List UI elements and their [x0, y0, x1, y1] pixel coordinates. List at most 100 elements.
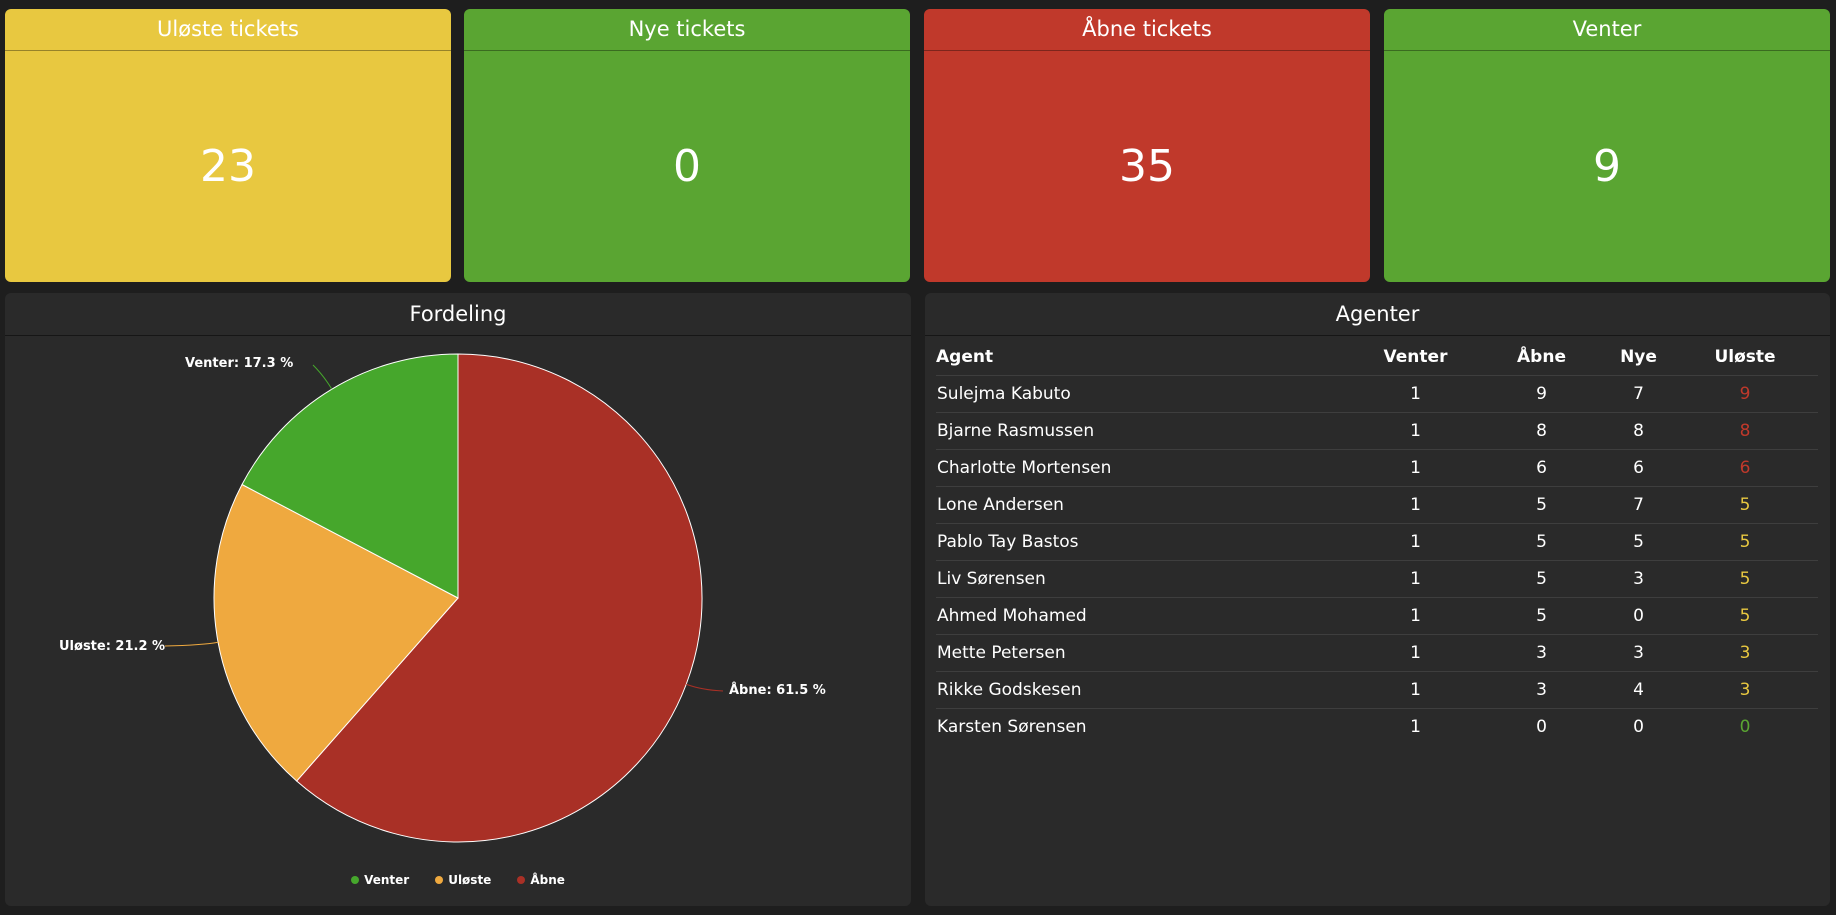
aabne-cell: 5 [1478, 597, 1605, 635]
table-row: Liv Sørensen 1 5 3 5 [936, 560, 1818, 598]
slice-label-aabne: Åbne: 61.5 % [729, 682, 826, 698]
slice-connector-uloeste [164, 641, 219, 647]
uloeste-cell: 3 [1672, 671, 1818, 709]
uloeste-cell: 0 [1739, 717, 1751, 737]
nye-cell: 7 [1605, 375, 1672, 413]
aabne-cell: 5 [1478, 523, 1605, 561]
aabne-cell: 3 [1478, 671, 1605, 709]
agent-name-cell: Ahmed Mohamed [936, 597, 1353, 635]
venter-cell: 1 [1353, 449, 1478, 487]
agent-name-cell: Charlotte Mortensen [936, 449, 1353, 487]
table-header-row: Agent Venter Åbne Nye Uløste [936, 339, 1818, 376]
pie-slice-uloeste[interactable] [213, 483, 459, 782]
unresolved-tickets-tile: Uløste tickets 23 [5, 9, 451, 282]
nye-cell: 3 [1605, 560, 1672, 598]
legend-item-aabne[interactable]: Åbne [517, 873, 565, 887]
uloeste-cell: 5 [1672, 560, 1818, 598]
distribution-pie-chart: Venter: 17.3 % Uløste: 21.2 % Åbne: 61.5… [59, 353, 826, 843]
legend-label: Uløste [448, 873, 492, 887]
agent-name-cell: Sulejma Kabuto [936, 375, 1353, 413]
table-row: Sulejma Kabuto 1 9 7 9 [936, 375, 1818, 413]
agent-name-cell: Karsten Sørensen [937, 717, 1087, 737]
table-row: Karsten Sørensen 1 0 0 0 [936, 709, 1818, 746]
venter-cell: 1 [1410, 717, 1421, 737]
legend-item-uloeste[interactable]: Uløste [435, 873, 491, 887]
tile-title: Venter [1384, 9, 1830, 51]
aabne-cell: 5 [1478, 560, 1605, 598]
legend-label: Venter [364, 873, 410, 887]
legend-item-venter[interactable]: Venter [351, 873, 409, 887]
venter-cell: 1 [1353, 486, 1478, 524]
agents-panel: Agenter Agent Venter Åbne Nye Uløste Sul… [925, 293, 1830, 906]
agent-name-cell: Lone Andersen [936, 486, 1353, 524]
legend-dot [517, 876, 526, 884]
agent-name-cell: Pablo Tay Bastos [936, 523, 1353, 561]
aabne-cell: 3 [1478, 634, 1605, 672]
agent-name-cell: Bjarne Rasmussen [936, 412, 1353, 450]
waiting-tickets-tile: Venter 9 [1384, 9, 1830, 282]
panel-title: Agenter [925, 293, 1830, 336]
tile-value: 0 [673, 141, 701, 192]
column-header-venter: Venter [1353, 339, 1478, 376]
nye-cell: 5 [1605, 523, 1672, 561]
agent-name-cell: Liv Sørensen [936, 560, 1353, 598]
chart-legend: Venter Uløste Åbne [5, 873, 911, 887]
aabne-cell: 5 [1478, 486, 1605, 524]
slice-connector-venter [312, 364, 333, 390]
uloeste-cell: 5 [1672, 523, 1818, 561]
legend-dot [351, 876, 360, 884]
table-row: Bjarne Rasmussen 1 8 8 8 [936, 412, 1818, 450]
tile-value: 9 [1593, 141, 1621, 192]
nye-cell: 4 [1605, 671, 1672, 709]
table-row: Mette Petersen 1 3 3 3 [936, 634, 1818, 672]
aabne-cell: 8 [1478, 412, 1605, 450]
uloeste-cell: 9 [1672, 375, 1818, 413]
tile-value: 35 [1119, 141, 1175, 192]
table-row: Charlotte Mortensen 1 6 6 6 [936, 449, 1818, 487]
slice-label-venter: Venter: 17.3 % [185, 356, 293, 371]
open-tickets-tile: Åbne tickets 35 [924, 9, 1370, 282]
venter-cell: 1 [1353, 597, 1478, 635]
nye-cell: 7 [1605, 486, 1672, 524]
column-header-uloeste: Uløste [1672, 339, 1818, 376]
venter-cell: 1 [1353, 671, 1478, 709]
uloeste-cell: 5 [1672, 486, 1818, 524]
aabne-cell: 6 [1478, 449, 1605, 487]
slice-connector-aabne [686, 683, 724, 692]
agent-name-cell: Mette Petersen [936, 634, 1353, 672]
column-header-aabne: Åbne [1478, 339, 1605, 376]
tile-title: Åbne tickets [924, 9, 1370, 51]
legend-dot [435, 876, 444, 884]
panel-title: Fordeling [5, 293, 911, 336]
column-header-nye: Nye [1605, 339, 1672, 376]
agent-name-cell: Rikke Godskesen [936, 671, 1353, 709]
tile-title: Nye tickets [464, 9, 910, 51]
distribution-panel: Fordeling Venter: 17.3 % Uløste: 21.2 % … [5, 293, 911, 906]
uloeste-cell: 5 [1672, 597, 1818, 635]
slice-label-uloeste: Uløste: 21.2 % [59, 639, 165, 654]
legend-label: Åbne [530, 873, 565, 887]
uloeste-cell: 6 [1672, 449, 1818, 487]
uloeste-cell: 8 [1672, 412, 1818, 450]
nye-cell: 8 [1605, 412, 1672, 450]
venter-cell: 1 [1353, 523, 1478, 561]
column-header-agent: Agent [936, 339, 1353, 376]
pie-slice-aabne[interactable] [295, 353, 703, 843]
venter-cell: 1 [1353, 560, 1478, 598]
table-row: Lone Andersen 1 5 7 5 [936, 486, 1818, 524]
nye-cell: 0 [1605, 597, 1672, 635]
table-row: Ahmed Mohamed 1 5 0 5 [936, 597, 1818, 635]
uloeste-cell: 3 [1672, 634, 1818, 672]
nye-cell: 6 [1605, 449, 1672, 487]
tile-title: Uløste tickets [5, 9, 451, 51]
table-row: Pablo Tay Bastos 1 5 5 5 [936, 523, 1818, 561]
agents-table: Agent Venter Åbne Nye Uløste Sulejma Kab… [936, 339, 1818, 745]
venter-cell: 1 [1353, 634, 1478, 672]
nye-cell: 0 [1633, 717, 1644, 737]
table-row: Rikke Godskesen 1 3 4 3 [936, 671, 1818, 709]
pie-slice-venter[interactable] [241, 353, 459, 599]
new-tickets-tile: Nye tickets 0 [464, 9, 910, 282]
venter-cell: 1 [1353, 375, 1478, 413]
tile-value: 23 [200, 141, 256, 192]
aabne-cell: 9 [1478, 375, 1605, 413]
